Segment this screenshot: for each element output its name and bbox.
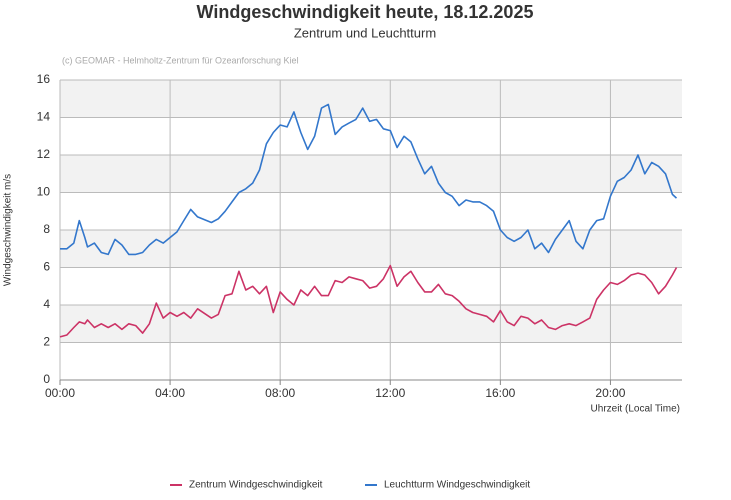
y-tick-label: 8 [43, 222, 50, 236]
y-tick-label: 12 [37, 147, 51, 161]
y-tick-label: 2 [43, 335, 50, 349]
y-tick-label: 14 [37, 110, 51, 124]
y-tick-label: 6 [43, 260, 50, 274]
y-tick-label: 4 [43, 297, 50, 311]
x-axis-label: Uhrzeit (Local Time) [591, 404, 680, 415]
legend-label: Zentrum Windgeschwindigkeit [189, 480, 323, 491]
grid-band [60, 230, 682, 268]
y-axis-label: Windgeschwindigkeit m/s [3, 174, 14, 286]
x-tick-label: 12:00 [375, 386, 405, 400]
grid-band [60, 155, 682, 193]
y-tick-label: 10 [37, 185, 51, 199]
chart-subtitle: Zentrum und Leuchtturm [294, 25, 436, 40]
x-tick-label: 08:00 [265, 386, 295, 400]
x-tick-label: 20:00 [595, 386, 625, 400]
x-tick-label: 00:00 [45, 386, 75, 400]
x-tick-label: 16:00 [485, 386, 515, 400]
y-tick-label: 16 [37, 72, 51, 86]
y-tick-label: 0 [43, 372, 50, 386]
data-line [59, 264, 678, 338]
grid-band [60, 80, 682, 118]
legend-label: Leuchtturm Windgeschwindigkeit [384, 480, 530, 491]
x-tick-label: 04:00 [155, 386, 185, 400]
credit: (c) GEOMAR - Helmholtz-Zentrum für Ozean… [62, 55, 299, 65]
data-line [60, 103, 678, 256]
chart-title: Windgeschwindigkeit heute, 18.12.2025 [197, 2, 534, 22]
